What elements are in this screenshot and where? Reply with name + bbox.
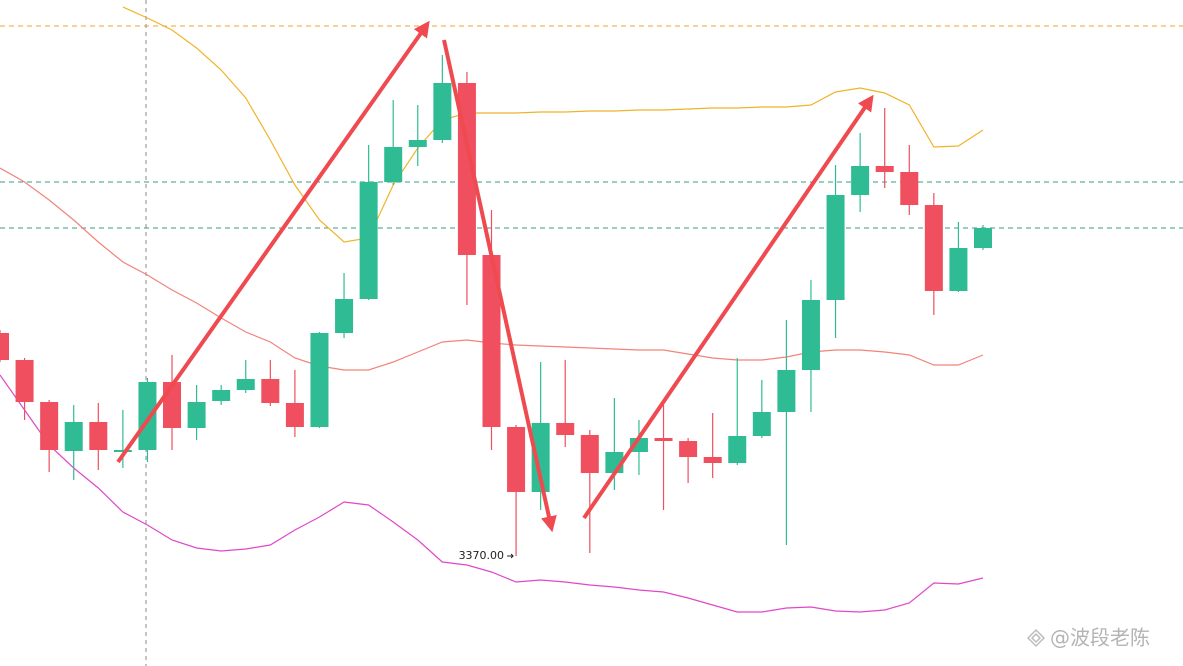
candle-body (580, 435, 599, 473)
candle-body (0, 333, 9, 360)
candle-body (679, 441, 698, 457)
arrow (582, 94, 874, 520)
low-label: 3370.00 (459, 549, 505, 562)
candle-body (851, 166, 870, 195)
candle-body (703, 457, 722, 463)
candle-body (900, 172, 919, 205)
candle-body (212, 390, 231, 401)
candle-body (113, 450, 132, 452)
band-line (122, 6, 984, 243)
candle-body (875, 166, 894, 172)
candle-body (359, 182, 378, 299)
candle-body (40, 402, 59, 450)
candle-body (236, 379, 255, 390)
plot: 3370.00 (0, 6, 1183, 613)
candle-body (654, 438, 673, 441)
candle-body (384, 147, 403, 182)
candle-body (826, 195, 845, 300)
candle-body (285, 403, 304, 427)
watermark-text: @波段老陈 (1050, 626, 1150, 650)
candle-body (752, 412, 771, 436)
low-label-arrow (507, 553, 514, 559)
candle-body (949, 248, 968, 291)
candle-body (138, 382, 157, 450)
candle-body (974, 228, 992, 248)
watermark: @波段老陈 (1026, 626, 1150, 650)
candle-body (531, 423, 550, 492)
candle-body (728, 436, 747, 463)
candle-body (433, 83, 452, 140)
candle-body (310, 333, 329, 427)
candle-body (64, 422, 83, 451)
band-line (0, 374, 984, 613)
candle-body (556, 423, 575, 435)
candle-body (507, 427, 526, 492)
candle-body (408, 140, 427, 147)
arrow (116, 20, 430, 464)
candle-body (777, 370, 796, 412)
arrow (442, 39, 557, 533)
watermark-icon (1026, 628, 1046, 648)
candle-body (924, 205, 943, 291)
candle-body (261, 379, 280, 403)
candle-body (187, 402, 206, 428)
candle-body (335, 299, 354, 333)
candle-body (801, 300, 820, 370)
candle-body (482, 255, 501, 427)
candle-body (15, 360, 34, 402)
annotation-arrows (116, 20, 874, 533)
candle-body (89, 422, 108, 450)
